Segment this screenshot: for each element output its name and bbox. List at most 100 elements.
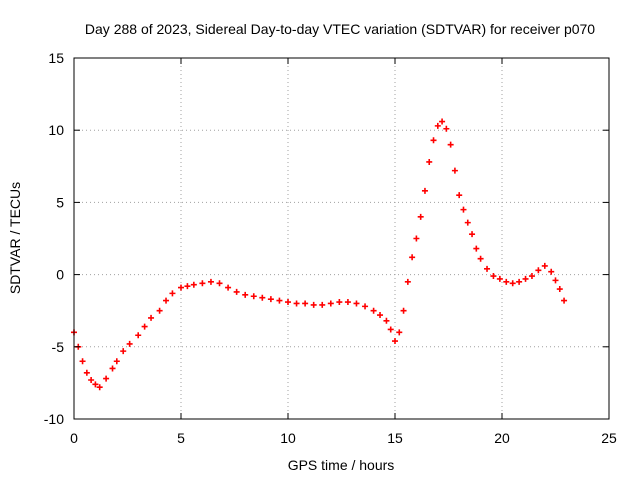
data-point bbox=[178, 284, 184, 291]
data-point bbox=[199, 280, 206, 287]
data-point bbox=[293, 300, 300, 307]
data-point bbox=[169, 290, 176, 297]
chart-title: Day 288 of 2023, Sidereal Day-to-day VTE… bbox=[85, 21, 595, 37]
y-tick-label: -5 bbox=[52, 339, 65, 355]
data-point bbox=[79, 358, 86, 365]
data-point bbox=[541, 262, 548, 269]
data-point bbox=[392, 338, 398, 345]
data-point bbox=[387, 326, 394, 333]
data-point bbox=[362, 303, 369, 310]
data-point bbox=[344, 299, 351, 306]
x-tick-label: 10 bbox=[280, 430, 296, 446]
data-point bbox=[556, 286, 563, 293]
data-point bbox=[509, 280, 516, 287]
data-point bbox=[216, 280, 223, 287]
data-point bbox=[88, 377, 95, 384]
plot-frame bbox=[73, 57, 610, 420]
data-point bbox=[113, 358, 120, 365]
data-point bbox=[353, 300, 360, 307]
x-tick-label: 0 bbox=[70, 430, 78, 446]
data-point bbox=[233, 288, 240, 295]
data-point bbox=[148, 314, 155, 321]
y-tick-label: -10 bbox=[44, 411, 64, 427]
data-point bbox=[96, 384, 103, 391]
data-point bbox=[120, 348, 127, 355]
data-point bbox=[319, 301, 326, 308]
data-point bbox=[548, 268, 555, 275]
data-point bbox=[250, 293, 257, 300]
data-point bbox=[503, 278, 510, 285]
data-point bbox=[190, 281, 197, 288]
data-point bbox=[417, 213, 424, 220]
data-point bbox=[103, 375, 110, 382]
data-point bbox=[430, 137, 437, 144]
data-point bbox=[302, 300, 309, 307]
data-point bbox=[225, 284, 232, 291]
data-markers bbox=[71, 118, 568, 391]
data-point bbox=[447, 141, 454, 148]
data-point bbox=[184, 283, 191, 290]
gridlines bbox=[74, 58, 609, 419]
data-point bbox=[522, 275, 529, 282]
data-point bbox=[561, 297, 568, 304]
y-tick-label: 0 bbox=[56, 267, 64, 283]
data-point bbox=[135, 332, 142, 339]
data-point bbox=[535, 267, 542, 274]
y-tick-labels: -10 -5 0 5 10 15 bbox=[44, 50, 64, 427]
data-point bbox=[409, 254, 416, 261]
series-sdtvar bbox=[71, 118, 568, 391]
data-point bbox=[456, 192, 463, 199]
data-point bbox=[484, 265, 491, 272]
data-point bbox=[396, 329, 403, 336]
data-point bbox=[473, 245, 480, 252]
data-point bbox=[528, 273, 535, 280]
data-point bbox=[413, 235, 420, 242]
data-point bbox=[421, 187, 428, 194]
data-point bbox=[207, 278, 214, 285]
data-point bbox=[92, 381, 99, 388]
data-point bbox=[516, 278, 523, 285]
y-tick-label: 10 bbox=[48, 122, 64, 138]
y-tick-label: 15 bbox=[48, 50, 64, 66]
data-point bbox=[285, 299, 291, 306]
data-point bbox=[426, 158, 433, 165]
x-tick-labels: 0 5 10 15 20 25 bbox=[70, 430, 617, 446]
data-point bbox=[156, 307, 163, 314]
data-point bbox=[377, 312, 384, 319]
data-point bbox=[469, 231, 476, 238]
data-point bbox=[439, 118, 446, 125]
data-point bbox=[552, 277, 559, 284]
y-tick-label: 5 bbox=[56, 194, 64, 210]
data-point bbox=[109, 365, 116, 372]
data-point bbox=[451, 167, 458, 174]
data-point bbox=[383, 317, 390, 324]
data-point bbox=[434, 122, 441, 129]
data-point bbox=[477, 255, 484, 262]
data-point bbox=[163, 297, 170, 304]
y-axis-label: SDTVAR / TECUs bbox=[7, 182, 23, 294]
axis-ticks bbox=[73, 57, 610, 420]
x-axis-label: GPS time / hours bbox=[288, 457, 395, 473]
data-point bbox=[141, 323, 148, 330]
data-point bbox=[267, 296, 274, 303]
x-tick-label: 15 bbox=[387, 430, 403, 446]
data-point bbox=[327, 300, 334, 307]
data-point bbox=[404, 278, 411, 285]
data-point bbox=[83, 369, 90, 376]
data-point bbox=[259, 294, 266, 301]
x-tick-label: 5 bbox=[177, 430, 185, 446]
data-point bbox=[443, 125, 450, 132]
data-point bbox=[310, 301, 317, 308]
x-tick-label: 20 bbox=[494, 430, 510, 446]
x-tick-label: 25 bbox=[601, 430, 617, 446]
data-point bbox=[336, 299, 343, 306]
data-point bbox=[490, 273, 497, 280]
data-point bbox=[370, 307, 377, 314]
data-point bbox=[126, 340, 133, 347]
data-point bbox=[464, 219, 471, 226]
data-point bbox=[460, 206, 467, 213]
data-point bbox=[400, 307, 407, 314]
data-point bbox=[276, 297, 283, 304]
data-point bbox=[496, 275, 503, 282]
